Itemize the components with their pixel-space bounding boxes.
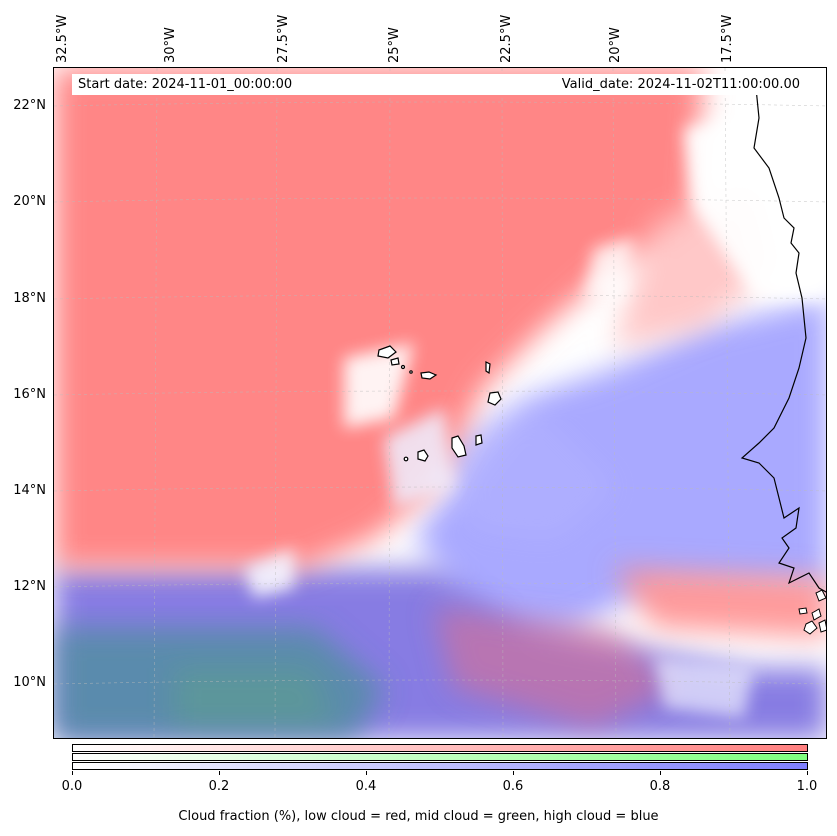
cape-verde-islands <box>377 345 502 462</box>
map-canvas <box>54 68 826 738</box>
cb-tick-label-2: 0.4 <box>355 779 377 794</box>
lat-label-22n: 22°N <box>13 98 46 113</box>
cb-tick-label-1: 0.2 <box>208 779 230 794</box>
lon-label-20w: 20°W <box>608 27 623 63</box>
cb-tickmark-2 <box>366 771 367 775</box>
graticule <box>54 68 826 738</box>
colorbar-group <box>72 744 808 771</box>
bissagos-islands <box>798 589 826 635</box>
lat-label-18n: 18°N <box>13 291 46 306</box>
colorbar-high-cloud <box>72 762 808 770</box>
cb-tickmark-4 <box>660 771 661 775</box>
low-cloud-layer <box>54 68 826 728</box>
cb-tick-label-0: 0.0 <box>61 779 83 794</box>
colorbar-low-cloud <box>72 744 808 752</box>
lon-label-30w: 30°W <box>163 27 178 63</box>
africa-coastline <box>740 87 826 593</box>
colorbar-label: Cloud fraction (%), low cloud = red, mid… <box>178 809 659 824</box>
start-date-text: Start date: 2024-11-01_00:00:00 <box>78 77 293 92</box>
mid-cloud-layer <box>54 628 384 738</box>
lon-label-17-5w: 17.5°W <box>720 14 735 63</box>
date-info-bar <box>72 74 807 95</box>
cloud-fraction-map <box>53 67 827 739</box>
lon-label-25w: 25°W <box>387 27 402 63</box>
lat-label-20n: 20°N <box>13 194 46 209</box>
cb-tick-label-3: 0.6 <box>502 779 524 794</box>
cb-tick-label-5: 1.0 <box>796 779 818 794</box>
lon-label-27-5w: 27.5°W <box>276 14 291 63</box>
lat-label-12n: 12°N <box>13 579 46 594</box>
cb-tick-label-4: 0.8 <box>649 779 671 794</box>
lat-label-14n: 14°N <box>13 483 46 498</box>
cb-tickmark-5 <box>807 771 808 775</box>
valid-date-text: Valid_date: 2024-11-02T11:00:00.00 <box>561 77 800 92</box>
cb-tickmark-0 <box>72 771 73 775</box>
cb-tickmark-3 <box>513 771 514 775</box>
lon-label-32-5w: 32.5°W <box>55 14 70 63</box>
lat-label-10n: 10°N <box>13 675 46 690</box>
lat-label-16n: 16°N <box>13 387 46 402</box>
colorbar-mid-cloud <box>72 753 808 761</box>
clear-sky-patches <box>244 98 826 718</box>
cb-tickmark-1 <box>219 771 220 775</box>
lon-label-22-5w: 22.5°W <box>499 14 514 63</box>
